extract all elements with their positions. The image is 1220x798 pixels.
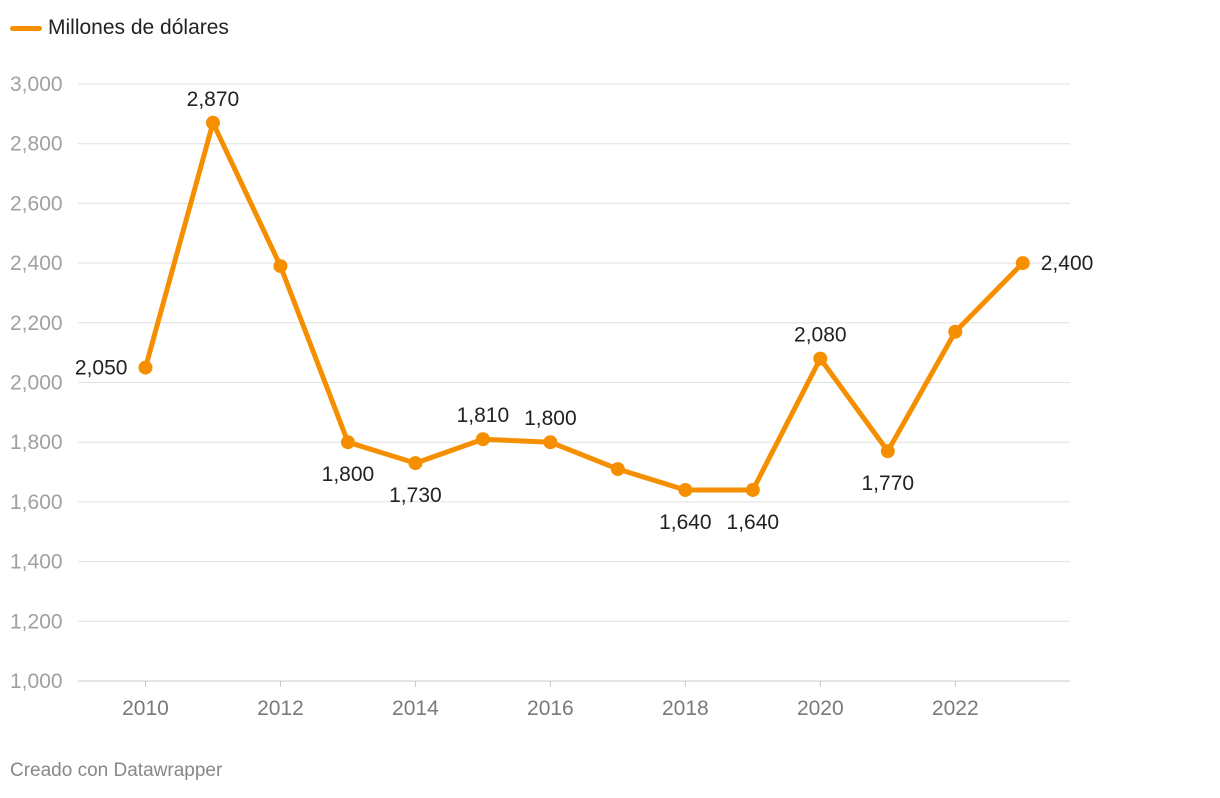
series-line <box>142 120 1026 493</box>
x-tick-label: 2012 <box>257 697 304 720</box>
data-label: 1,810 <box>457 404 510 427</box>
y-tick-label: 1,400 <box>10 551 63 574</box>
data-point <box>948 324 963 339</box>
y-tick-label: 1,000 <box>10 670 63 693</box>
y-tick-label: 1,600 <box>10 491 63 514</box>
y-tick-label: 3,000 <box>10 73 63 96</box>
data-label: 1,800 <box>322 463 375 486</box>
y-tick-label: 2,800 <box>10 133 63 156</box>
credit-text: Creado con Datawrapper <box>10 760 223 781</box>
data-point <box>340 435 355 450</box>
data-point <box>273 259 288 274</box>
data-point <box>543 435 558 450</box>
data-point <box>475 432 490 447</box>
data-label: 2,080 <box>794 324 847 347</box>
data-point <box>610 462 625 477</box>
data-label: 1,770 <box>862 472 915 495</box>
data-label: 1,730 <box>389 484 442 507</box>
data-point <box>138 360 153 375</box>
x-tick-label: 2020 <box>797 697 844 720</box>
data-label: 1,800 <box>524 407 577 430</box>
data-point <box>745 482 760 497</box>
data-point <box>408 456 423 471</box>
data-label: 2,050 <box>75 357 128 380</box>
y-tick-label: 2,600 <box>10 192 63 215</box>
y-tick-label: 2,400 <box>10 252 63 275</box>
data-point <box>813 351 828 366</box>
y-tick-label: 2,200 <box>10 312 63 335</box>
data-point <box>880 444 895 459</box>
x-tick-label: 2018 <box>662 697 709 720</box>
legend-label: Millones de dólares <box>48 16 229 39</box>
data-label: 1,640 <box>659 511 712 534</box>
legend-swatch <box>10 25 42 31</box>
x-tick-label: 2022 <box>932 697 979 720</box>
legend: Millones de dólares <box>10 16 229 40</box>
data-point <box>205 115 220 130</box>
x-tick-label: 2010 <box>122 697 169 720</box>
x-tick-label: 2016 <box>527 697 574 720</box>
y-tick-label: 2,000 <box>10 372 63 395</box>
y-tick-label: 1,200 <box>10 610 63 633</box>
data-label: 2,400 <box>1041 252 1094 275</box>
y-tick-label: 1,800 <box>10 431 63 454</box>
data-point <box>1015 256 1030 271</box>
data-label: 1,640 <box>727 511 780 534</box>
data-label: 2,870 <box>187 88 240 111</box>
x-tick-label: 2014 <box>392 697 439 720</box>
data-point <box>678 482 693 497</box>
